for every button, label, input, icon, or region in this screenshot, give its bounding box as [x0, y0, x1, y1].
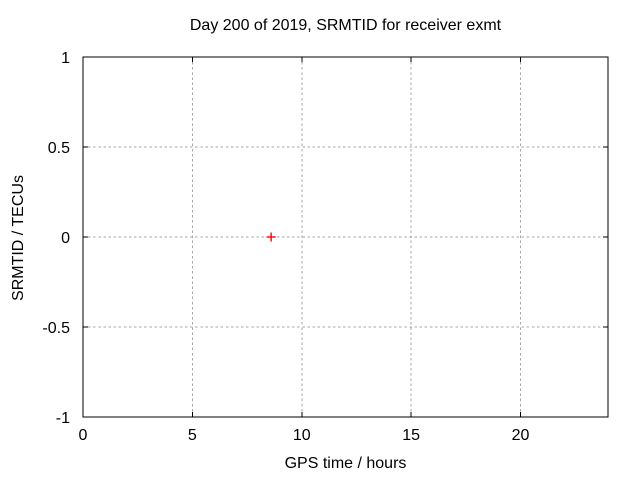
x-axis-label: GPS time / hours [284, 455, 407, 472]
x-tick-label: 20 [512, 427, 530, 444]
x-tick-label: 15 [402, 427, 420, 444]
y-tick-label: -1 [56, 410, 70, 427]
chart-title: Day 200 of 2019, SRMTID for receiver exm… [189, 17, 502, 34]
x-tick-label: 10 [293, 427, 311, 444]
y-tick-label: 0 [61, 230, 70, 247]
y-tick-label: 0.5 [48, 140, 70, 157]
x-tick-label: 5 [188, 427, 197, 444]
plot-border [82, 56, 609, 418]
x-tick-label: 0 [79, 427, 88, 444]
y-tick-label: -0.5 [42, 320, 70, 337]
y-tick-label: 1 [61, 50, 70, 67]
